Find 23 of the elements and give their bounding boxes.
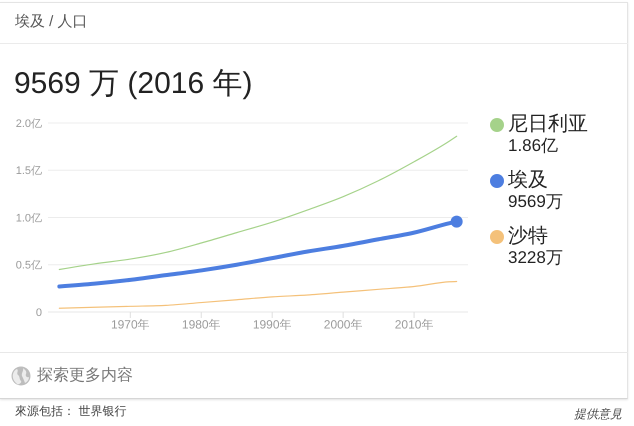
text: 探索更多内容: [37, 367, 133, 384]
line-series: [58, 136, 458, 270]
chart-title: 埃及 / 人口: [15, 13, 88, 30]
text: 提供意見: [574, 407, 622, 421]
x-tick-label: 1970年: [110, 318, 150, 332]
text: 3228万: [508, 248, 563, 267]
x-tick-label: 1990年: [252, 318, 292, 332]
line-series: [58, 280, 458, 309]
legend-label: 尼日利亚: [508, 113, 588, 135]
y-tick-label: 0: [36, 306, 42, 319]
y-tick-label: 2.0亿: [16, 118, 42, 130]
y-tick-label: 1.5亿: [16, 165, 42, 178]
y-tick-label: 0.5亿: [16, 260, 42, 272]
y-tick-label: 1.0亿: [16, 212, 42, 224]
text: 1.86亿: [508, 136, 558, 155]
legend-label: 埃及: [508, 169, 548, 191]
legend-label: 沙特: [508, 225, 548, 247]
text: 9569万: [508, 192, 563, 211]
text: 來源包括： 世界银行: [15, 404, 126, 418]
x-tick-label: 2010年: [394, 318, 434, 332]
x-tick-label: 1980年: [182, 318, 221, 332]
x-tick-label: 2000年: [324, 318, 362, 332]
chart-subtitle: 9569 万 (2016 年): [14, 67, 252, 100]
